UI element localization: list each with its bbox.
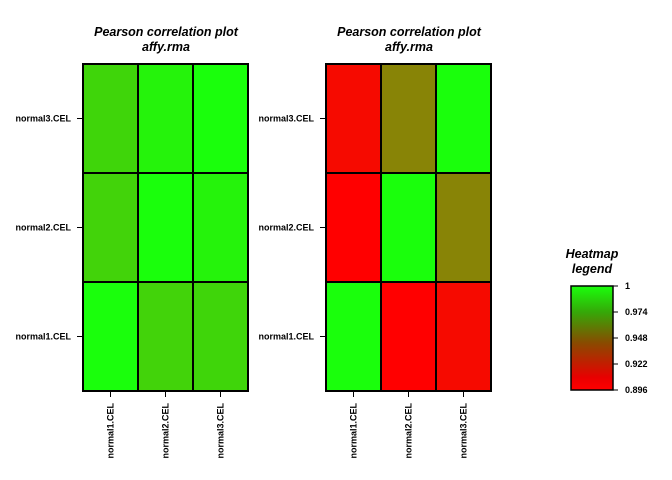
heatmap-cell	[192, 172, 249, 283]
heatmap-cell	[435, 281, 492, 392]
heatmap-cell	[82, 281, 139, 392]
y-tick-label: normal1.CEL	[15, 332, 71, 342]
legend-tick-label: 0.922	[625, 359, 648, 369]
legend-color-bar	[570, 285, 614, 391]
legend-tick-label: 0.974	[625, 307, 648, 317]
heatmap-cell	[137, 63, 194, 174]
x-tick-label: normal3.CEL	[459, 403, 469, 459]
x-tick-label: normal2.CEL	[404, 403, 414, 459]
y-tick-label: normal1.CEL	[258, 332, 314, 342]
legend-tick-label: 1	[625, 281, 630, 291]
legend-tick-label: 0.948	[625, 333, 648, 343]
heatmap-cell	[435, 63, 492, 174]
heatmap-cell	[380, 172, 437, 283]
heatmap-cell	[137, 281, 194, 392]
y-tick-label: normal3.CEL	[15, 114, 71, 124]
panel-title: Pearson correlation plot	[337, 25, 482, 39]
x-tick-label: normal2.CEL	[161, 403, 171, 459]
legend-title-line2: legend	[572, 262, 613, 276]
heatmap-cell	[137, 172, 194, 283]
heatmap-cell	[192, 281, 249, 392]
legend-title-line1: Heatmap	[566, 247, 619, 261]
heatmap-cell	[435, 172, 492, 283]
x-tick-label: normal1.CEL	[106, 403, 116, 459]
panel-title: Pearson correlation plot	[94, 25, 239, 39]
heatmap-legend: Heatmap legend 1 0.974 0.948 0.922 0.896	[566, 247, 648, 395]
y-tick-label: normal2.CEL	[258, 223, 314, 233]
heatmap-cell	[192, 63, 249, 174]
heatmap-cell	[82, 63, 139, 174]
y-tick-label: normal3.CEL	[258, 114, 314, 124]
heatmap-cell	[325, 63, 382, 174]
panel-subtitle: affy.rma	[385, 40, 433, 54]
heatmap-cell	[82, 172, 139, 283]
heatmap-cell	[325, 172, 382, 283]
heatmap-cell	[380, 281, 437, 392]
x-tick-label: normal1.CEL	[349, 403, 359, 459]
heatmap-cell	[380, 63, 437, 174]
legend-tick-label: 0.896	[625, 385, 648, 395]
panel-subtitle: affy.rma	[142, 40, 190, 54]
x-tick-label: normal3.CEL	[216, 403, 226, 459]
heatmap-cell	[325, 281, 382, 392]
y-tick-label: normal2.CEL	[15, 223, 71, 233]
